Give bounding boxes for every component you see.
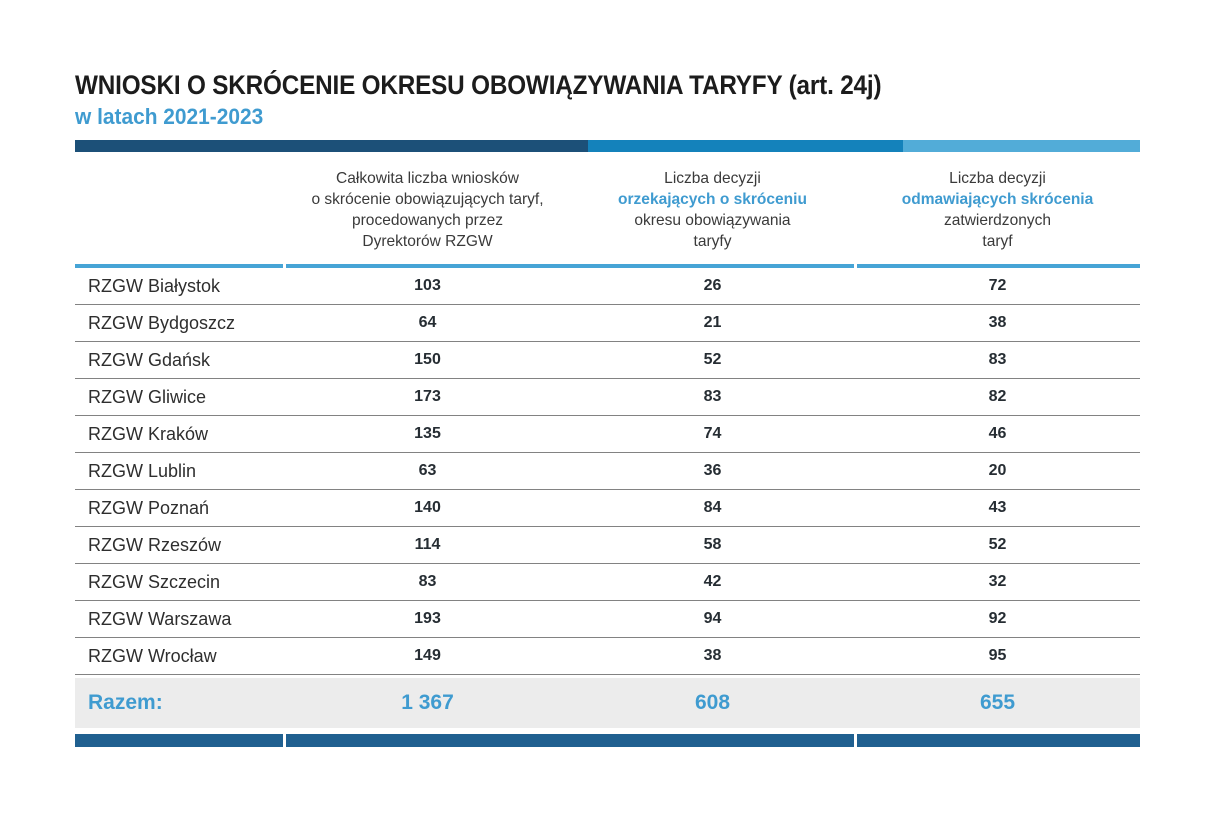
column-header: Liczba decyzji odmawiających skrócenia zat… xyxy=(855,168,1140,264)
row-value-refused: 52 xyxy=(988,536,1007,553)
row-value-applications: 64 xyxy=(418,314,437,331)
table-row: RZGW Kraków 135 74 46 xyxy=(75,416,1140,453)
row-label: RZGW Warszawa xyxy=(88,608,232,629)
footer-bar-segment xyxy=(286,734,854,747)
row-value-granted: 58 xyxy=(703,536,722,553)
row-value-refused: 92 xyxy=(988,610,1007,627)
row-value-granted: 42 xyxy=(703,573,722,590)
footer-bar-segment xyxy=(75,734,283,747)
header-rule-segment xyxy=(857,264,1140,268)
column-header-line: odmawiających skrócenia xyxy=(901,191,1094,208)
column-header-line: taryfy xyxy=(693,233,732,250)
table-header-row: Całkowita liczba wniosków o skrócenie obo… xyxy=(75,152,1140,264)
row-label: RZGW Rzeszów xyxy=(88,534,222,555)
row-label: RZGW Białystok xyxy=(88,275,221,296)
table-row: RZGW Poznań 140 84 43 xyxy=(75,490,1140,527)
table-row: RZGW Szczecin 83 42 32 xyxy=(75,564,1140,601)
header-rule-gap xyxy=(854,264,857,268)
row-value-refused: 83 xyxy=(988,351,1007,368)
row-value-refused: 82 xyxy=(988,388,1007,405)
footer-bar-gap xyxy=(854,734,857,747)
column-header-line: Liczba decyzji xyxy=(664,170,761,187)
header-rule-gap xyxy=(283,264,286,268)
row-value-refused: 72 xyxy=(988,277,1007,294)
row-value-refused: 95 xyxy=(988,647,1007,664)
bar-segment-dark xyxy=(75,140,588,152)
column-header xyxy=(75,168,285,264)
totals-value-applications: 1 367 xyxy=(401,691,454,714)
row-value-applications: 193 xyxy=(414,610,441,627)
row-value-granted: 38 xyxy=(703,647,722,664)
column-header-line: procedowanych przez xyxy=(352,212,503,229)
totals-row: Razem: 1 367 608 655 xyxy=(75,678,1140,728)
column-header: Liczba decyzji orzekających o skróceniu ok… xyxy=(570,168,855,264)
column-header-line: Dyrektorów RZGW xyxy=(362,233,493,250)
row-label: RZGW Gliwice xyxy=(88,386,206,407)
page-subtitle: w latach 2021-2023 xyxy=(75,104,264,129)
table-row: RZGW Bydgoszcz 64 21 38 xyxy=(75,305,1140,342)
row-value-applications: 173 xyxy=(414,388,441,405)
row-value-refused: 20 xyxy=(988,462,1007,479)
row-value-granted: 21 xyxy=(703,314,722,331)
table-body: RZGW Białystok 103 26 72 RZGW Bydgoszcz … xyxy=(75,268,1140,675)
row-label: RZGW Kraków xyxy=(88,423,209,444)
row-value-granted: 94 xyxy=(703,610,722,627)
row-value-applications: 149 xyxy=(414,647,441,664)
content: WNIOSKI O SKRÓCENIE OKRESU OBOWIĄZYWANIA… xyxy=(75,70,1140,747)
row-value-applications: 114 xyxy=(414,536,441,553)
row-label: RZGW Gdańsk xyxy=(88,349,211,370)
table-row: RZGW Wrocław 149 38 95 xyxy=(75,638,1140,675)
title-divider-bar xyxy=(75,140,1140,152)
row-value-applications: 63 xyxy=(418,462,437,479)
row-value-applications: 150 xyxy=(414,351,441,368)
totals-value-granted: 608 xyxy=(694,691,731,714)
column-header-line: o skrócenie obowiązujących taryf, xyxy=(311,191,544,208)
column-header: Całkowita liczba wniosków o skrócenie obo… xyxy=(285,168,570,264)
row-label: RZGW Lublin xyxy=(88,460,197,481)
table-row: RZGW Rzeszów 114 58 52 xyxy=(75,527,1140,564)
row-value-granted: 52 xyxy=(703,351,722,368)
totals-value-refused: 655 xyxy=(979,691,1016,714)
page-title: WNIOSKI O SKRÓCENIE OKRESU OBOWIĄZYWANIA… xyxy=(75,70,882,100)
bar-segment-light xyxy=(903,140,1140,152)
footer-bar xyxy=(75,734,1140,747)
row-value-applications: 135 xyxy=(414,425,441,442)
header-rule-segment xyxy=(75,264,283,268)
row-label: RZGW Poznań xyxy=(88,497,210,518)
row-value-applications: 140 xyxy=(414,499,441,516)
header-rule-segment xyxy=(286,264,854,268)
column-header-line: orzekających o skróceniu xyxy=(618,191,807,208)
row-value-granted: 83 xyxy=(703,388,722,405)
column-header-line: taryf xyxy=(982,233,1013,250)
table-row: RZGW Gdańsk 150 52 83 xyxy=(75,342,1140,379)
row-value-granted: 26 xyxy=(703,277,722,294)
table-row: RZGW Gliwice 173 83 82 xyxy=(75,379,1140,416)
row-value-granted: 74 xyxy=(703,425,722,442)
header-rule xyxy=(75,264,1140,268)
column-header-line: Całkowita liczba wniosków xyxy=(336,170,519,187)
row-value-granted: 84 xyxy=(703,499,722,516)
row-value-refused: 38 xyxy=(988,314,1007,331)
table-row: RZGW Lublin 63 36 20 xyxy=(75,453,1140,490)
row-value-granted: 36 xyxy=(703,462,722,479)
row-label: RZGW Wrocław xyxy=(88,645,217,666)
row-value-refused: 46 xyxy=(988,425,1007,442)
bar-segment-medium xyxy=(588,140,903,152)
column-header-line: okresu obowiązywania xyxy=(634,212,791,229)
row-label: RZGW Szczecin xyxy=(88,571,221,592)
row-value-applications: 83 xyxy=(418,573,437,590)
footer-bar-gap xyxy=(283,734,286,747)
column-header-line: zatwierdzonych xyxy=(944,212,1051,229)
footer-bar-segment xyxy=(857,734,1140,747)
row-label: RZGW Bydgoszcz xyxy=(88,312,236,333)
table-row: RZGW Białystok 103 26 72 xyxy=(75,268,1140,305)
row-value-applications: 103 xyxy=(414,277,441,294)
table-row: RZGW Warszawa 193 94 92 xyxy=(75,601,1140,638)
column-header-line: Liczba decyzji xyxy=(949,170,1046,187)
row-value-refused: 32 xyxy=(988,573,1007,590)
totals-label: Razem: xyxy=(88,691,163,714)
row-value-refused: 43 xyxy=(988,499,1007,516)
